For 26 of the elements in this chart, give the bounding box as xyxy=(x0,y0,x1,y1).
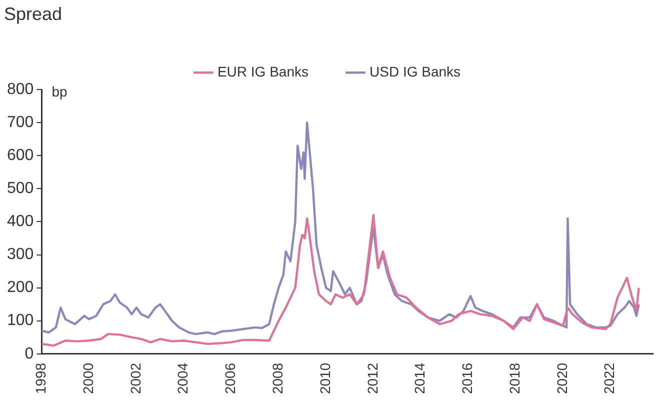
legend-label: EUR IG Banks xyxy=(217,63,309,80)
x-tick-label: 2014 xyxy=(412,362,428,394)
y-tick-label: 100 xyxy=(6,312,34,330)
y-tick-label: 200 xyxy=(6,279,34,296)
y-tick-label: 700 xyxy=(6,114,34,132)
x-tick-label: 2012 xyxy=(364,362,380,394)
x-tick-label: 2020 xyxy=(554,362,570,394)
y-tick-label: 0 xyxy=(24,345,34,362)
x-tick-label: 2006 xyxy=(222,362,238,394)
x-tick-label: 2022 xyxy=(601,362,618,394)
x-tick-label: 2002 xyxy=(127,362,144,394)
x-tick-label: 2016 xyxy=(459,362,476,394)
x-tick-label: 2000 xyxy=(80,362,96,394)
y-tick-label: 300 xyxy=(6,246,34,264)
y-tick-label: 800 xyxy=(6,81,34,98)
y-tick-label: 400 xyxy=(6,213,34,230)
x-tick-label: 1998 xyxy=(32,362,49,394)
y-axis-title: bp xyxy=(52,83,68,100)
y-tick-label: 600 xyxy=(6,147,34,164)
x-tick-label: 2008 xyxy=(269,362,286,394)
chart-title: Spread xyxy=(4,4,62,24)
legend-label: USD IG Banks xyxy=(370,63,461,80)
x-tick-label: 2010 xyxy=(316,362,333,394)
x-tick-label: 2018 xyxy=(506,362,522,394)
x-tick-label: 2004 xyxy=(174,362,191,394)
y-tick-label: 500 xyxy=(6,180,34,198)
